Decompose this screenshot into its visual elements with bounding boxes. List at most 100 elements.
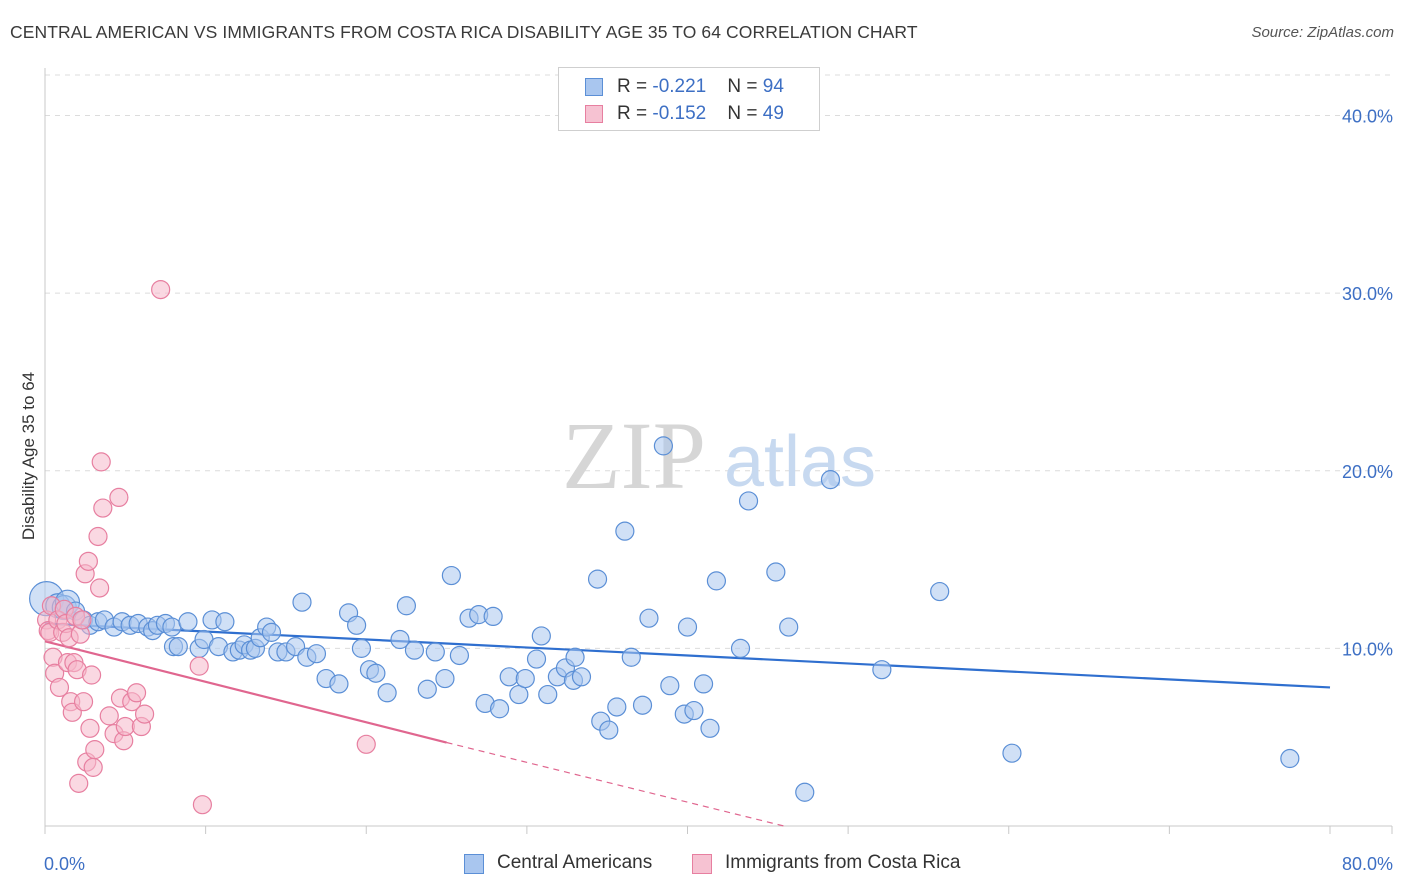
costa-point	[189, 656, 209, 676]
central-point	[168, 637, 188, 657]
central-point	[435, 668, 455, 689]
y-tick-label: 40.0%	[1342, 107, 1393, 127]
costa-point	[80, 718, 100, 738]
central-point	[351, 638, 372, 658]
axes	[44, 68, 1393, 834]
central-point	[515, 668, 535, 689]
central-point	[565, 647, 585, 667]
central-point	[700, 718, 720, 738]
legend-r-label: R =	[617, 76, 653, 97]
central-point	[178, 612, 198, 632]
central-point	[738, 491, 759, 511]
central-point	[693, 674, 714, 694]
costa-point	[91, 452, 111, 472]
costa-point	[99, 706, 119, 726]
central-point	[632, 695, 653, 715]
central-point	[499, 667, 519, 687]
costa-point	[115, 716, 135, 737]
bottom-legend-costa-label: Immigrants from Costa Rica	[725, 852, 961, 873]
central-point	[795, 782, 815, 802]
central-point	[872, 660, 892, 680]
central-point	[538, 684, 558, 705]
central-point	[706, 571, 727, 591]
central-point	[684, 700, 704, 721]
costa-point	[134, 704, 155, 724]
y-tick-label: 10.0%	[1342, 639, 1393, 659]
costa-trend-line	[44, 640, 447, 744]
central-point	[261, 622, 282, 642]
central-point	[779, 617, 799, 637]
x-tick-max: 80.0%	[1342, 854, 1393, 874]
central-point	[1002, 743, 1022, 763]
central-point	[607, 697, 627, 717]
legend-swatch-pink	[585, 105, 603, 123]
central-point	[1280, 748, 1300, 769]
tick-labels: 10.0% 20.0% 30.0% 40.0%	[1342, 107, 1393, 660]
central-point	[526, 649, 547, 669]
costa-point	[81, 665, 102, 685]
central-point	[306, 644, 327, 664]
central-point	[730, 638, 751, 658]
source-label: Source: ZipAtlas.com	[1251, 24, 1394, 41]
bottom-legend-central-label: Central Americans	[497, 852, 653, 873]
data-points	[29, 279, 1300, 815]
bottom-swatch-pink	[692, 854, 712, 874]
costa-point	[126, 683, 147, 703]
costa-point	[73, 692, 94, 712]
legend-n-label: N =	[727, 76, 763, 97]
costa-point	[83, 757, 103, 777]
central-point	[531, 626, 551, 646]
costa-point	[151, 279, 171, 300]
costa-point	[85, 740, 105, 760]
central-point	[660, 676, 680, 696]
legend-r-value: -0.152	[652, 103, 707, 124]
central-point	[621, 647, 641, 667]
central-point	[489, 699, 510, 719]
legend-n-value: 94	[762, 76, 784, 97]
costa-point	[49, 677, 70, 698]
central-point	[377, 683, 397, 703]
central-point	[396, 596, 417, 616]
central-point	[587, 569, 608, 589]
central-point	[483, 606, 503, 627]
central-point	[215, 612, 235, 632]
gridlines	[45, 74, 1392, 649]
central-point	[417, 679, 437, 699]
legend-n-value: 49	[762, 103, 784, 124]
watermark-atlas: atlas	[724, 422, 876, 502]
legend-r-value: -0.221	[652, 76, 707, 97]
chart-title: CENTRAL AMERICAN VS IMMIGRANTS FROM COST…	[10, 22, 918, 42]
central-point	[404, 640, 425, 660]
central-point	[677, 617, 698, 637]
y-tick-label: 30.0%	[1342, 284, 1393, 304]
y-tick-label: 20.0%	[1342, 462, 1393, 482]
costa-point	[90, 578, 110, 598]
costa-point	[192, 795, 213, 815]
central-point	[347, 615, 367, 635]
central-point	[441, 565, 461, 586]
legend-swatch-blue	[585, 78, 603, 96]
x-tick-min: 0.0%	[44, 854, 85, 874]
central-point	[449, 645, 470, 666]
central-point	[930, 581, 950, 602]
central-point	[329, 674, 349, 694]
central-point	[425, 642, 445, 662]
central-point	[653, 436, 674, 456]
central-point	[615, 521, 635, 541]
watermark: ZIP atlas	[562, 402, 876, 509]
costa-point	[356, 734, 376, 754]
stats-legend: R = -0.221 N = 94 R = -0.152 N = 49	[558, 67, 820, 131]
central-point	[390, 629, 410, 650]
legend-r-label: R =	[617, 103, 653, 124]
costa-point	[93, 498, 113, 518]
central-point	[162, 617, 182, 637]
central-point	[571, 667, 592, 687]
central-point	[509, 684, 529, 705]
legend-n-label: N =	[727, 103, 763, 124]
watermark-zip: ZIP	[562, 402, 706, 509]
central-point	[766, 562, 786, 582]
costa-point	[78, 551, 98, 571]
costa-point	[88, 526, 108, 547]
central-point	[639, 608, 659, 628]
